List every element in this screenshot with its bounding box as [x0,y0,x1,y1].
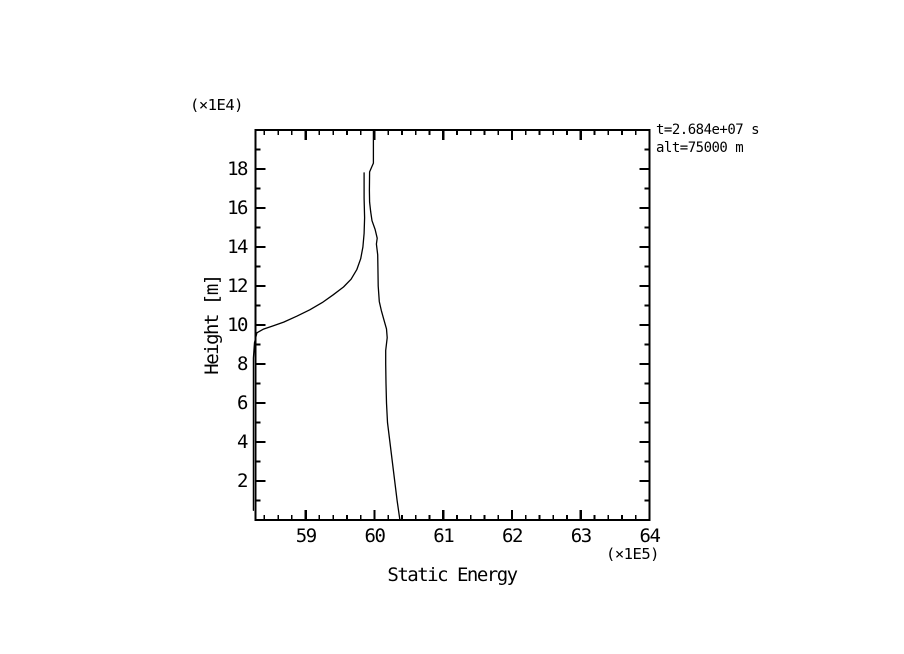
y-tick-label: 18 [227,158,248,180]
y-tick-label: 4 [237,431,248,453]
series-static-energy-profile [368,129,401,521]
x-tick-label: 59 [296,525,317,547]
x-axis-title: Static Energy [387,564,518,586]
y-tick-label: 14 [227,236,248,258]
series-static-energy-lower-branch [252,172,366,511]
x-axis-scale-note: (×1E5) [606,545,660,563]
y-tick-label: 16 [227,197,248,219]
y-axis-scale-note: (×1E4) [190,96,244,114]
x-tick-label: 64 [640,525,661,547]
y-tick-label: 12 [227,275,247,297]
annotation-time: t=2.684e+07 s [656,122,760,138]
x-tick-label: 62 [502,525,522,547]
y-tick-label: 2 [237,470,247,492]
y-tick-label: 10 [227,314,248,336]
x-tick-label: 61 [433,525,454,547]
y-tick-label: 8 [237,353,248,375]
x-tick-label: 60 [365,525,386,547]
plot-frame [254,129,651,521]
annotation-altitude: alt=75000 m [656,140,744,156]
x-tick-label: 63 [571,525,592,547]
y-tick-label: 6 [237,392,248,414]
